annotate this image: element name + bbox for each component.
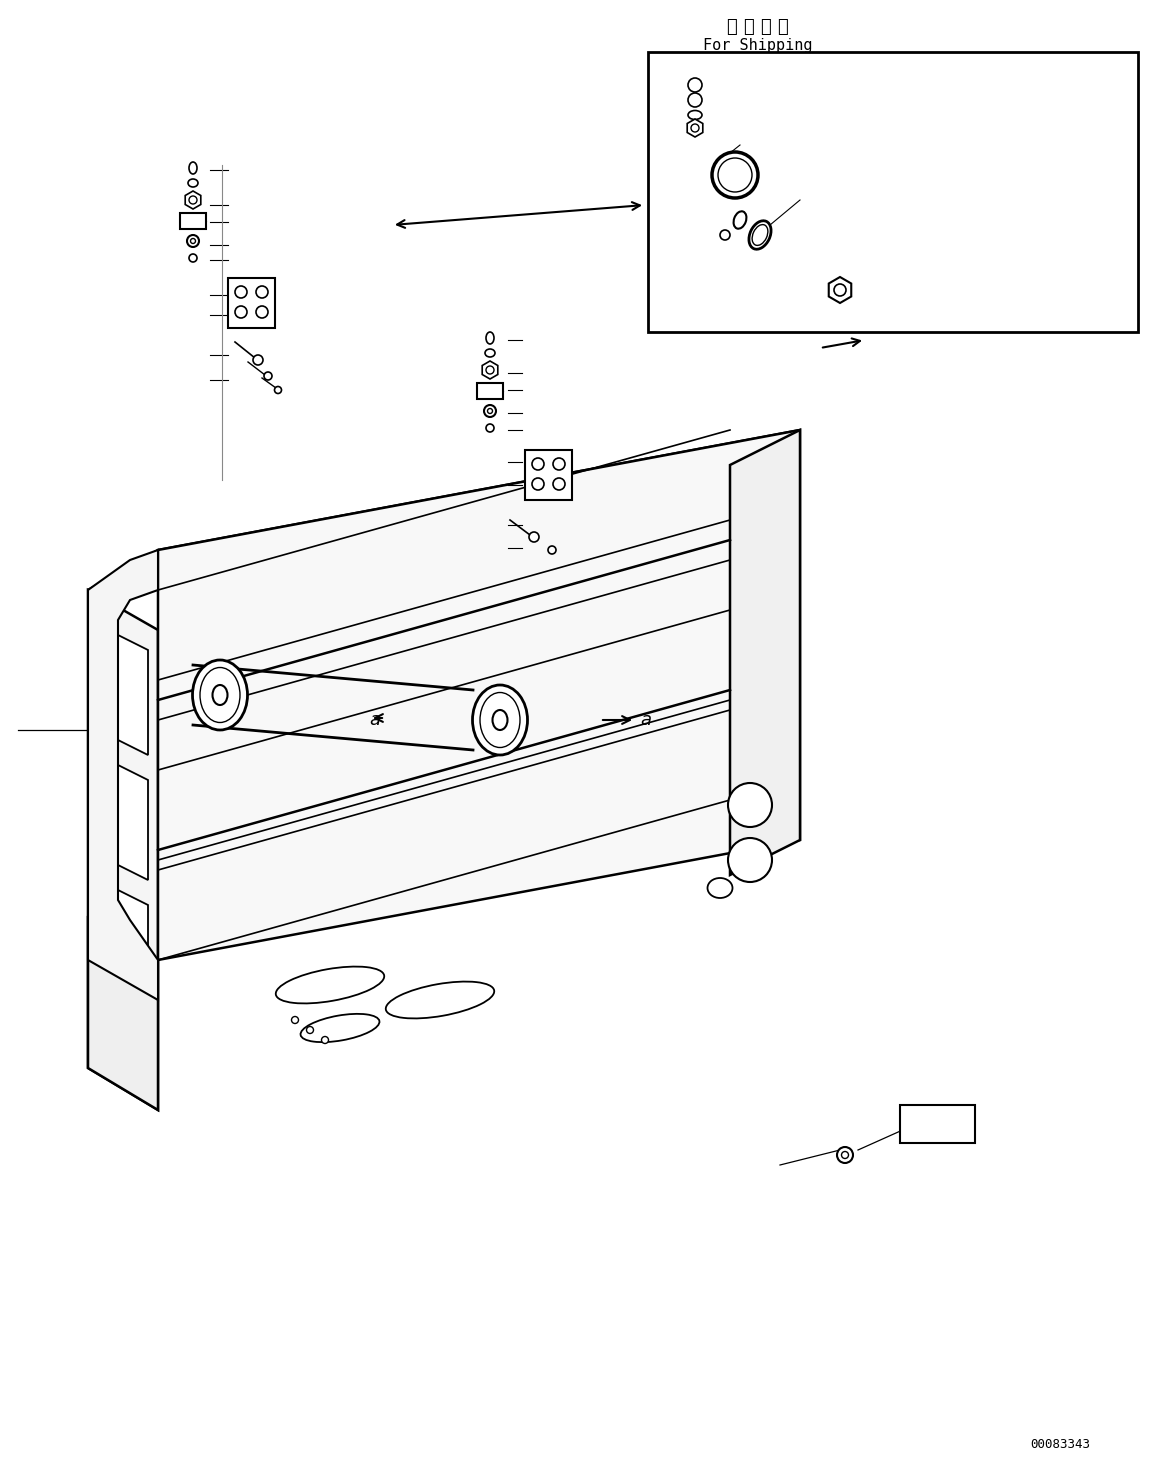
Circle shape — [254, 354, 263, 365]
Circle shape — [307, 1026, 314, 1034]
Circle shape — [552, 458, 565, 470]
Ellipse shape — [749, 221, 771, 249]
Ellipse shape — [734, 211, 747, 228]
Polygon shape — [483, 362, 498, 379]
Ellipse shape — [213, 685, 228, 706]
Circle shape — [486, 425, 494, 432]
Circle shape — [190, 196, 197, 203]
Text: 運 携 部 品: 運 携 部 品 — [727, 18, 789, 37]
Circle shape — [718, 158, 752, 192]
Circle shape — [529, 531, 538, 542]
Ellipse shape — [486, 332, 494, 344]
Ellipse shape — [190, 163, 197, 174]
Circle shape — [842, 1152, 849, 1158]
Polygon shape — [185, 190, 201, 209]
Bar — [648, 53, 1139, 332]
Ellipse shape — [188, 179, 198, 187]
Circle shape — [187, 236, 199, 247]
Circle shape — [728, 837, 772, 881]
Circle shape — [256, 306, 267, 318]
Ellipse shape — [200, 668, 240, 723]
Bar — [900, 1105, 975, 1143]
Circle shape — [190, 253, 197, 262]
Circle shape — [321, 1037, 328, 1044]
Ellipse shape — [300, 1015, 379, 1042]
Circle shape — [688, 78, 702, 92]
Circle shape — [486, 366, 494, 373]
Polygon shape — [98, 755, 148, 880]
Circle shape — [292, 1016, 299, 1023]
Ellipse shape — [480, 692, 520, 748]
Text: a: a — [370, 712, 380, 729]
Ellipse shape — [688, 110, 702, 120]
Circle shape — [691, 124, 699, 132]
Text: a: a — [640, 712, 651, 729]
Circle shape — [487, 408, 492, 413]
Polygon shape — [525, 449, 572, 501]
Circle shape — [720, 230, 730, 240]
Text: 00083343: 00083343 — [1030, 1439, 1090, 1451]
Circle shape — [552, 479, 565, 490]
Circle shape — [235, 285, 247, 299]
Ellipse shape — [492, 710, 507, 731]
Ellipse shape — [752, 224, 768, 246]
Polygon shape — [228, 278, 274, 328]
Circle shape — [837, 1146, 852, 1162]
Circle shape — [688, 94, 702, 107]
Ellipse shape — [707, 878, 733, 897]
Bar — [477, 384, 504, 400]
Polygon shape — [158, 430, 800, 960]
Circle shape — [264, 372, 272, 381]
Polygon shape — [98, 880, 148, 985]
Circle shape — [548, 546, 556, 553]
Circle shape — [274, 386, 281, 394]
Circle shape — [712, 152, 758, 198]
Polygon shape — [687, 119, 702, 138]
Text: For Shipping: For Shipping — [704, 38, 813, 53]
Circle shape — [834, 284, 846, 296]
Circle shape — [235, 306, 247, 318]
Polygon shape — [829, 277, 851, 303]
Ellipse shape — [386, 981, 494, 1019]
Ellipse shape — [276, 966, 384, 1003]
Circle shape — [484, 406, 495, 417]
Circle shape — [728, 783, 772, 827]
Ellipse shape — [472, 685, 528, 755]
Bar — [180, 212, 206, 228]
Polygon shape — [88, 590, 158, 1110]
Ellipse shape — [485, 348, 495, 357]
Polygon shape — [98, 625, 148, 755]
Polygon shape — [88, 918, 158, 1110]
Polygon shape — [730, 430, 800, 875]
Polygon shape — [88, 550, 158, 1000]
Circle shape — [191, 239, 195, 243]
Polygon shape — [88, 430, 800, 590]
Ellipse shape — [193, 660, 248, 731]
Circle shape — [256, 285, 267, 299]
Circle shape — [531, 458, 544, 470]
Circle shape — [531, 479, 544, 490]
